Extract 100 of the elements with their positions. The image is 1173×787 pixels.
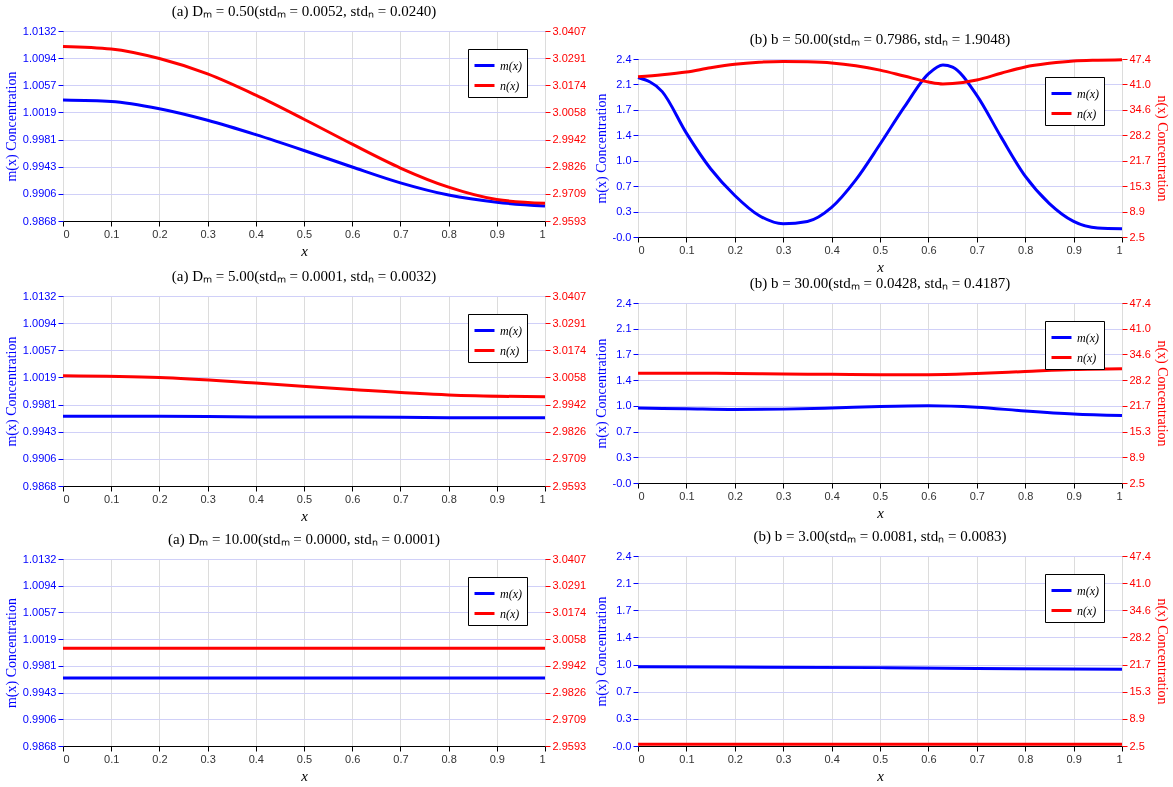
- x-tick-label: 0.3: [200, 492, 216, 505]
- y2-tick-label: 2.9709: [552, 187, 587, 200]
- x-tick-label: 0.6: [921, 489, 937, 502]
- y2-tick-label: 47.4: [1129, 296, 1151, 309]
- x-tick-label: 0.3: [776, 752, 792, 765]
- legend-label: m(x): [500, 58, 522, 73]
- y-tick-label: -0.0: [612, 739, 632, 752]
- x-tick-label: 0: [638, 489, 645, 502]
- y2-tick-label: 34.6: [1129, 103, 1151, 116]
- legend-label: n(x): [500, 343, 520, 358]
- x-tick-label: 0.5: [296, 492, 313, 505]
- x-tick-label: 0.6: [345, 752, 361, 765]
- x-tick-label: 0.5: [296, 227, 313, 240]
- y-axis-title: m(x) Concentration: [593, 596, 610, 707]
- x-tick-label: 0.7: [393, 752, 409, 765]
- y2-tick-label: 3.0058: [552, 370, 587, 383]
- x-tick-label: 0.4: [248, 227, 264, 240]
- x-tick-label: 0.3: [776, 243, 792, 256]
- x-tick-label: 0.2: [727, 752, 743, 765]
- y2-tick-label: 34.6: [1129, 347, 1151, 360]
- y2-tick-label: 3.0174: [552, 78, 587, 91]
- y2-tick-label: 21.7: [1129, 399, 1151, 412]
- y2-tick-label: 2.9709: [552, 712, 587, 725]
- x-tick-label: 0.9: [1066, 243, 1082, 256]
- y-tick-label: 1.0: [616, 399, 632, 412]
- y-tick-label: 1.0019: [22, 370, 57, 383]
- x-tick-label: 0.3: [200, 752, 216, 765]
- y-tick-label: 1.0094: [22, 51, 57, 64]
- y2-tick-label: 15.3: [1129, 425, 1151, 438]
- x-tick-label: 0: [63, 227, 70, 240]
- x-tick-label: 0.8: [1018, 243, 1034, 256]
- x-tick-label: 0.7: [393, 227, 409, 240]
- x-axis-title: x: [300, 242, 309, 259]
- x-tick-label: 0.8: [441, 752, 457, 765]
- y-tick-label: 1.0057: [22, 605, 57, 618]
- x-tick-label: 0.8: [1018, 752, 1034, 765]
- y2-tick-label: 2.9826: [552, 160, 587, 173]
- x-tick-label: 0.4: [824, 489, 840, 502]
- y2-tick-label: 2.9709: [552, 452, 587, 465]
- x-tick-label: 0.9: [1066, 489, 1082, 502]
- y-tick-label: 2.4: [616, 296, 632, 309]
- y-tick-label: 0.9868: [22, 479, 57, 492]
- y-tick-label: 1.0132: [22, 24, 57, 37]
- y-axis-title: m(x) Concentration: [593, 93, 610, 204]
- x-tick-label: 1: [1116, 243, 1123, 256]
- y-axis-title: m(x) Concentration: [3, 597, 20, 709]
- y-tick-label: 0.3: [616, 712, 632, 725]
- x-tick-label: 1: [539, 227, 546, 240]
- x-tick-label: 0.2: [152, 752, 168, 765]
- y2-tick-label: 15.3: [1129, 179, 1151, 192]
- y2-tick-label: 3.0058: [552, 632, 587, 645]
- y-tick-label: 1.4: [616, 630, 632, 643]
- y-tick-label: 1.0094: [22, 579, 57, 592]
- x-tick-label: 0.2: [727, 243, 743, 256]
- y2-tick-label: 2.5: [1129, 230, 1145, 243]
- x-tick-label: 0.9: [489, 752, 505, 765]
- y2-tick-label: 21.7: [1129, 154, 1151, 167]
- x-tick-label: 1: [539, 752, 546, 765]
- y-tick-label: 1.0132: [22, 289, 57, 302]
- x-tick-label: 0.2: [152, 492, 168, 505]
- y2-tick-label: 2.9593: [552, 479, 587, 492]
- y-tick-label: 0.9981: [22, 659, 57, 672]
- legend-label: n(x): [1077, 106, 1097, 121]
- y2-tick-label: 3.0291: [552, 579, 587, 592]
- legend-label: m(x): [500, 586, 522, 601]
- x-tick-label: 0.1: [679, 243, 695, 256]
- y-tick-label: 1.0019: [22, 105, 57, 118]
- y-tick-label: 2.4: [616, 52, 632, 65]
- y2-tick-label: 15.3: [1129, 685, 1151, 698]
- y2-tick-label: 21.7: [1129, 658, 1151, 671]
- y2-tick-label: 8.9: [1129, 450, 1145, 463]
- y-tick-label: 2.4: [616, 549, 632, 562]
- legend-label: n(x): [1077, 603, 1097, 618]
- y-tick-label: 1.7: [616, 603, 632, 616]
- y-tick-label: -0.0: [612, 476, 632, 489]
- y2-tick-label: 28.2: [1129, 128, 1151, 141]
- x-axis-title: x: [300, 507, 309, 524]
- y2-tick-label: 3.0058: [552, 105, 587, 118]
- y-tick-label: 2.1: [616, 77, 632, 90]
- x-tick-label: 0.7: [969, 243, 985, 256]
- x-tick-label: 0.6: [345, 227, 361, 240]
- x-tick-label: 0.6: [921, 243, 937, 256]
- legend-label: m(x): [1077, 583, 1099, 598]
- x-tick-label: 0.5: [872, 243, 889, 256]
- y2-tick-label: 3.0407: [552, 289, 587, 302]
- x-axis-title: x: [876, 767, 885, 784]
- x-tick-label: 0.5: [872, 752, 889, 765]
- y2-tick-label: 2.9942: [552, 659, 587, 672]
- x-tick-label: 0.1: [104, 492, 120, 505]
- y-tick-label: 0.9943: [22, 686, 57, 699]
- y2-tick-label: 8.9: [1129, 712, 1145, 725]
- x-tick-label: 1: [539, 492, 546, 505]
- y-tick-label: 1.4: [616, 373, 632, 386]
- y2-tick-label: 8.9: [1129, 205, 1145, 218]
- x-axis-title: x: [876, 504, 885, 521]
- y2-tick-label: 3.0174: [552, 343, 587, 356]
- y2-tick-label: 2.5: [1129, 739, 1145, 752]
- x-tick-label: 0.8: [441, 227, 457, 240]
- x-tick-label: 0: [63, 752, 70, 765]
- y-tick-label: 0.7: [616, 179, 632, 192]
